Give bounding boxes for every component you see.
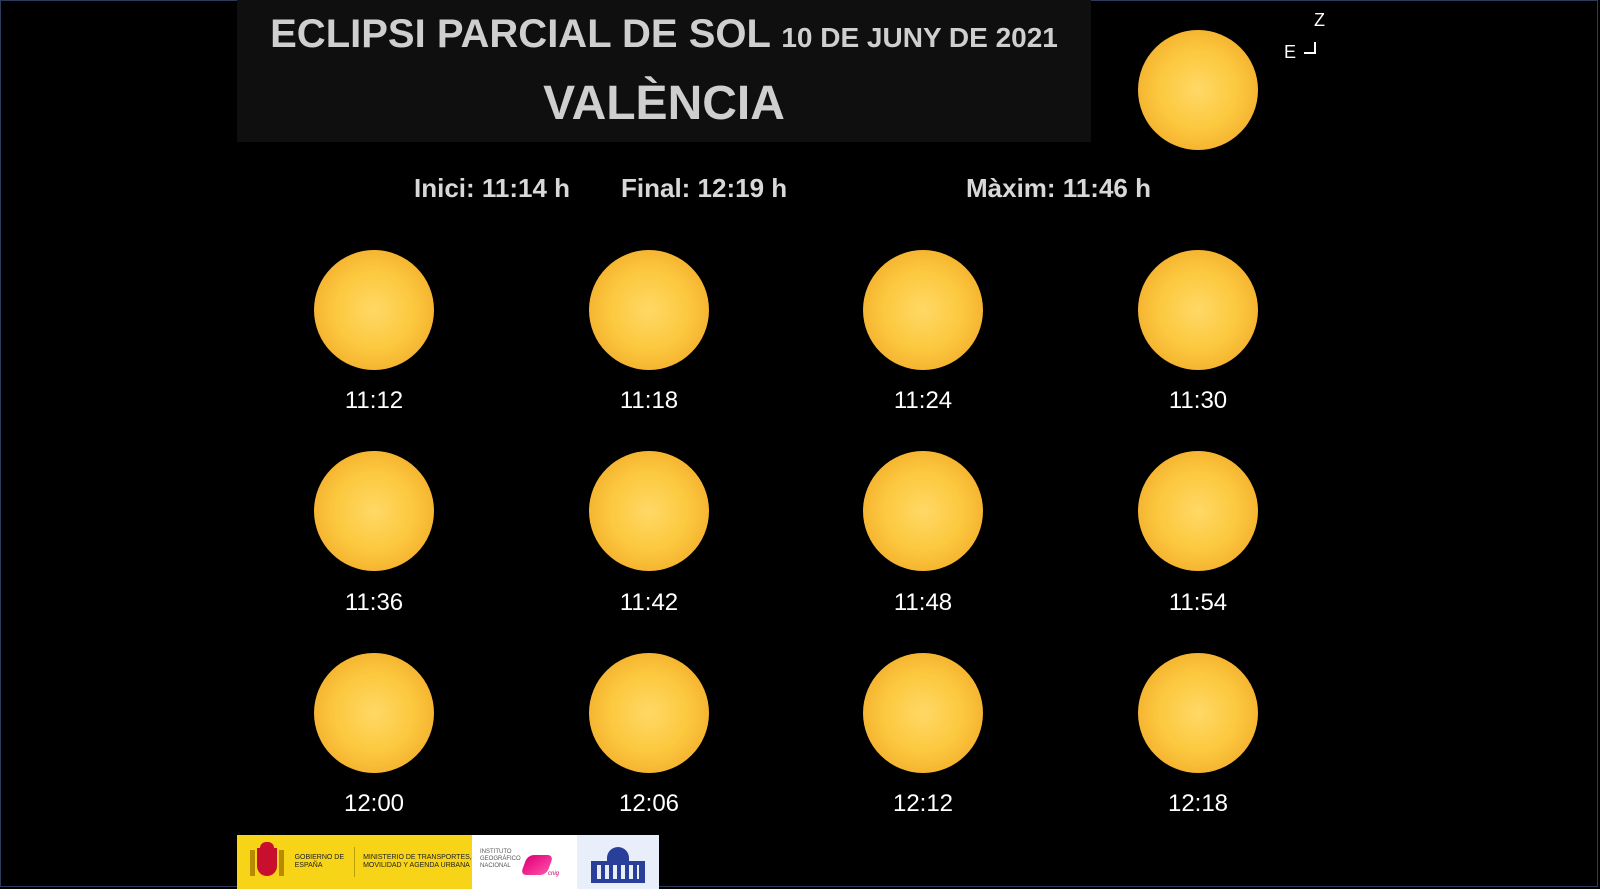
sun-frame (314, 250, 434, 370)
frame-time-label: 12:18 (1167, 790, 1229, 817)
frame-time-label: 12:06 (618, 790, 680, 817)
title-date: 10 DE JUNY DE 2021 (781, 22, 1058, 53)
sun-frame (1138, 451, 1258, 571)
frame-time-label: 11:48 (893, 589, 953, 616)
ign-text: INSTITUTO GEOGRÁFICO NACIONAL (480, 849, 521, 869)
sun-frame (863, 451, 983, 571)
sun-frame (314, 451, 434, 571)
title-box: ECLIPSI PARCIAL DE SOL 10 DE JUNY DE 202… (237, 0, 1091, 142)
sun-frame (1138, 653, 1258, 773)
sun-frame (589, 451, 709, 571)
observatory-building-icon (591, 861, 645, 883)
sun-frame (589, 653, 709, 773)
start-time: Inici: 11:14 h (414, 173, 571, 203)
page-title: ECLIPSI PARCIAL DE SOL 10 DE JUNY DE 202… (237, 10, 1091, 62)
title-text: ECLIPSI PARCIAL DE SOL (270, 12, 771, 56)
cnig-text: cnig (548, 871, 560, 877)
footer-logos: GOBIERNO DE ESPAÑA MINISTERIO DE TRANSPO… (237, 835, 659, 889)
frame-time-label: 11:18 (619, 387, 679, 414)
frame-time-label: 12:00 (343, 790, 405, 817)
government-logo: GOBIERNO DE ESPAÑA MINISTERIO DE TRANSPO… (237, 835, 472, 889)
city-name: VALÈNCIA (543, 77, 785, 130)
frame-time-label: 11:54 (1168, 589, 1228, 616)
sun-frame-max (1138, 30, 1258, 150)
zenith-label: Z (1314, 10, 1325, 30)
frame-time-label: 11:36 (344, 589, 404, 616)
sun-frame (1138, 250, 1258, 370)
observatory-dome-icon (607, 847, 629, 861)
sun-frame (863, 250, 983, 370)
gobierno-text: GOBIERNO DE ESPAÑA (295, 847, 356, 877)
frame-time-label: 11:42 (619, 589, 679, 616)
frame-time-label: 12:12 (892, 790, 954, 817)
frame-time-label: 11:12 (344, 387, 404, 414)
east-label: E (1284, 42, 1297, 62)
orientation-indicator: Z E (1280, 10, 1330, 65)
max-time: Màxim: 11:46 h (966, 173, 1151, 203)
frame-time-label: 11:24 (893, 387, 953, 414)
sun-frame (589, 250, 709, 370)
coat-of-arms-icon (247, 842, 287, 882)
frame-time-label: 11:30 (1168, 387, 1228, 414)
end-time: Final: 12:19 h (621, 173, 788, 203)
sun-frame (314, 653, 434, 773)
sun-frame (863, 653, 983, 773)
orientation-mark (1304, 42, 1316, 54)
observatory-logo (577, 835, 659, 889)
ministerio-text: MINISTERIO DE TRANSPORTES, MOVILIDAD Y A… (363, 854, 472, 869)
ign-logo: INSTITUTO GEOGRÁFICO NACIONAL cnig (472, 835, 577, 889)
